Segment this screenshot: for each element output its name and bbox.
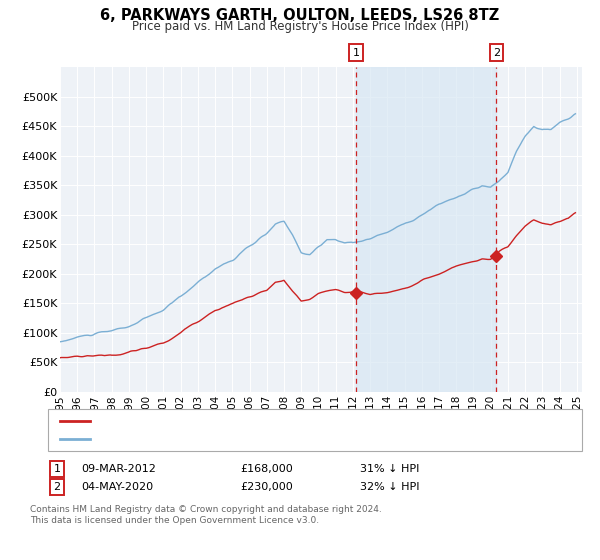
Text: 2: 2 — [53, 482, 61, 492]
Text: Contains HM Land Registry data © Crown copyright and database right 2024.
This d: Contains HM Land Registry data © Crown c… — [30, 505, 382, 525]
Text: 09-MAR-2012: 09-MAR-2012 — [81, 464, 156, 474]
Text: 2: 2 — [493, 48, 500, 58]
Text: 1: 1 — [352, 48, 359, 58]
Text: £168,000: £168,000 — [240, 464, 293, 474]
Text: £230,000: £230,000 — [240, 482, 293, 492]
Text: HPI: Average price, detached house, Leeds: HPI: Average price, detached house, Leed… — [96, 434, 319, 444]
Text: 6, PARKWAYS GARTH, OULTON, LEEDS, LS26 8TZ: 6, PARKWAYS GARTH, OULTON, LEEDS, LS26 8… — [100, 8, 500, 24]
Text: Price paid vs. HM Land Registry's House Price Index (HPI): Price paid vs. HM Land Registry's House … — [131, 20, 469, 32]
Bar — [356, 67, 496, 392]
Text: 32% ↓ HPI: 32% ↓ HPI — [360, 482, 419, 492]
Text: 04-MAY-2020: 04-MAY-2020 — [81, 482, 153, 492]
Text: 6, PARKWAYS GARTH, OULTON, LEEDS, LS26 8TZ (detached house): 6, PARKWAYS GARTH, OULTON, LEEDS, LS26 8… — [96, 416, 443, 426]
Text: 31% ↓ HPI: 31% ↓ HPI — [360, 464, 419, 474]
Text: 1: 1 — [53, 464, 61, 474]
